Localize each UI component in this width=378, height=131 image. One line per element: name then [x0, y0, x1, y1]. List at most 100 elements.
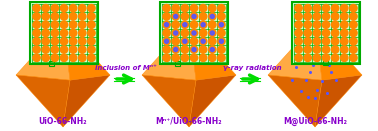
Circle shape — [218, 38, 225, 45]
Circle shape — [70, 38, 77, 45]
Polygon shape — [268, 75, 322, 127]
Circle shape — [42, 38, 50, 45]
Circle shape — [209, 54, 216, 62]
Circle shape — [42, 29, 50, 37]
Circle shape — [350, 38, 357, 45]
Circle shape — [183, 23, 187, 27]
Polygon shape — [63, 23, 110, 80]
Circle shape — [350, 54, 357, 62]
Circle shape — [322, 38, 330, 45]
Circle shape — [322, 13, 330, 20]
Circle shape — [209, 29, 216, 37]
Circle shape — [42, 13, 50, 20]
Circle shape — [88, 21, 95, 28]
Circle shape — [219, 39, 223, 43]
Circle shape — [163, 29, 170, 37]
Circle shape — [341, 4, 348, 12]
Circle shape — [60, 13, 68, 20]
Circle shape — [60, 29, 68, 37]
Circle shape — [192, 48, 196, 52]
Circle shape — [332, 21, 339, 28]
Circle shape — [332, 13, 339, 20]
Circle shape — [163, 38, 170, 45]
Circle shape — [295, 4, 302, 12]
Circle shape — [42, 4, 50, 12]
Circle shape — [341, 29, 348, 37]
Circle shape — [51, 38, 59, 45]
Circle shape — [174, 14, 178, 18]
Circle shape — [210, 31, 214, 35]
Circle shape — [42, 21, 50, 28]
Circle shape — [200, 54, 207, 62]
Circle shape — [181, 46, 189, 53]
Circle shape — [295, 46, 302, 53]
Circle shape — [163, 13, 170, 20]
Circle shape — [218, 46, 225, 53]
Circle shape — [332, 4, 339, 12]
FancyBboxPatch shape — [30, 2, 98, 64]
Polygon shape — [63, 75, 110, 127]
Circle shape — [70, 4, 77, 12]
Text: Mⁿ⁺/UiO-66-NH₂: Mⁿ⁺/UiO-66-NH₂ — [156, 117, 222, 126]
Circle shape — [172, 38, 180, 45]
Circle shape — [88, 13, 95, 20]
Circle shape — [51, 29, 59, 37]
Text: UiO-66-NH₂: UiO-66-NH₂ — [39, 117, 87, 126]
Circle shape — [181, 38, 189, 45]
Circle shape — [51, 46, 59, 53]
Circle shape — [60, 54, 68, 62]
Polygon shape — [268, 23, 322, 80]
Circle shape — [322, 54, 330, 62]
Polygon shape — [16, 75, 70, 127]
Polygon shape — [16, 23, 70, 80]
Circle shape — [313, 21, 321, 28]
Circle shape — [51, 54, 59, 62]
Polygon shape — [189, 23, 236, 80]
Circle shape — [304, 38, 311, 45]
Circle shape — [33, 38, 40, 45]
Circle shape — [341, 46, 348, 53]
Circle shape — [70, 21, 77, 28]
Circle shape — [295, 21, 302, 28]
Circle shape — [210, 14, 214, 18]
Circle shape — [33, 13, 40, 20]
Circle shape — [88, 54, 95, 62]
Text: inclusion of Mⁿ⁺: inclusion of Mⁿ⁺ — [95, 65, 157, 71]
Circle shape — [70, 54, 77, 62]
Circle shape — [350, 29, 357, 37]
Circle shape — [88, 29, 95, 37]
Circle shape — [163, 54, 170, 62]
Circle shape — [70, 13, 77, 20]
Circle shape — [42, 46, 50, 53]
Circle shape — [209, 4, 216, 12]
Circle shape — [304, 13, 311, 20]
Circle shape — [181, 21, 189, 28]
Circle shape — [218, 21, 225, 28]
Circle shape — [313, 38, 321, 45]
Circle shape — [181, 29, 189, 37]
Circle shape — [200, 21, 207, 28]
Circle shape — [60, 21, 68, 28]
Circle shape — [191, 21, 198, 28]
Circle shape — [172, 54, 180, 62]
Circle shape — [200, 38, 207, 45]
Polygon shape — [315, 23, 362, 80]
Circle shape — [295, 29, 302, 37]
Circle shape — [191, 46, 198, 53]
Circle shape — [350, 13, 357, 20]
Circle shape — [33, 4, 40, 12]
Polygon shape — [142, 75, 196, 127]
Circle shape — [51, 21, 59, 28]
Circle shape — [79, 54, 86, 62]
Circle shape — [304, 29, 311, 37]
Circle shape — [174, 31, 178, 35]
Circle shape — [33, 54, 40, 62]
Circle shape — [322, 21, 330, 28]
Circle shape — [174, 48, 178, 52]
Circle shape — [332, 46, 339, 53]
Circle shape — [209, 38, 216, 45]
Circle shape — [172, 4, 180, 12]
Circle shape — [341, 54, 348, 62]
Circle shape — [88, 38, 95, 45]
Circle shape — [322, 29, 330, 37]
